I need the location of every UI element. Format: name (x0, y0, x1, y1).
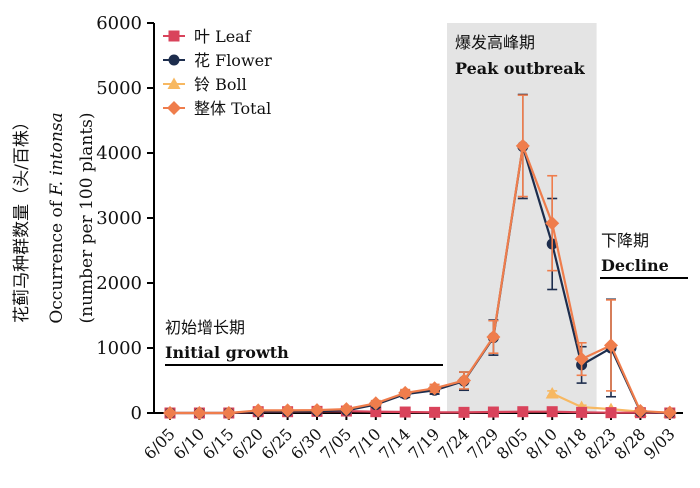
series-circle (164, 93, 676, 419)
data-point (515, 138, 530, 153)
legend-marker (167, 77, 181, 89)
data-point (251, 403, 266, 418)
y-axis-label: 花蓟马种群数量（头/百株） Occurrence of F. intonsa (… (12, 112, 97, 323)
x-tick-label: 7/10 (346, 424, 385, 463)
data-point (574, 352, 589, 367)
data-point (662, 405, 677, 420)
x-tick-label: 7/24 (434, 424, 473, 463)
data-point (398, 385, 413, 400)
data-point (339, 402, 354, 417)
phase-decline-cn: 下降期 (601, 231, 649, 250)
x-tick-label: 8/05 (493, 424, 532, 463)
data-point (368, 396, 383, 411)
phase-initial-cn: 初始增长期 (165, 318, 245, 337)
data-point (546, 406, 558, 418)
phase-initial-en: Initial growth (165, 343, 289, 362)
legend-label: 叶 Leaf (194, 27, 252, 46)
x-tick-label: 7/29 (463, 424, 502, 463)
y-tick-label: 4000 (96, 143, 142, 164)
data-point (486, 329, 501, 344)
x-tick-label: 9/03 (640, 424, 679, 463)
y-axis-label-units: (number per 100 plants) (77, 112, 97, 323)
legend-item: 整体 Total (163, 99, 271, 118)
x-tick-label: 7/19 (405, 424, 444, 463)
y-tick-label: 1000 (96, 338, 142, 359)
x-tick-label: 6/05 (140, 424, 179, 463)
data-point (545, 216, 560, 231)
y-tick-label: 2000 (96, 273, 142, 294)
x-tick-label: 6/10 (169, 424, 208, 463)
x-tick-label: 6/25 (258, 424, 297, 463)
plot-area (163, 93, 677, 420)
data-point (221, 406, 236, 420)
y-tick-label: 6000 (96, 13, 142, 34)
data-point (605, 407, 617, 419)
data-point (192, 406, 207, 420)
data-point (545, 387, 559, 399)
legend-marker (167, 101, 181, 115)
phase-peak-cn: 爆发高峰期 (455, 33, 535, 52)
y-axis-label-en: Occurrence of F. intonsa (47, 112, 67, 323)
data-point (576, 406, 588, 418)
legend-marker (168, 54, 180, 66)
data-point (280, 403, 295, 418)
peak-outbreak-band (447, 23, 597, 413)
y-axis-label-cn: 花蓟马种群数量（头/百株） (12, 113, 32, 323)
data-point (163, 406, 177, 420)
data-point (633, 404, 648, 419)
legend-label: 铃 Boll (194, 75, 247, 94)
x-tick-label: 6/30 (287, 424, 326, 463)
x-tick-label: 8/18 (552, 424, 591, 463)
x-tick-label: 7/05 (316, 424, 355, 463)
legend-label: 整体 Total (194, 99, 271, 118)
legend-item: 花 Flower (163, 51, 272, 70)
data-point (457, 373, 471, 388)
legend-marker (168, 30, 180, 42)
phase-peak-en: Peak outbreak (455, 59, 586, 78)
x-tick-label: 6/20 (228, 424, 267, 463)
x-tick-label: 7/14 (375, 424, 414, 463)
y-tick-label: 5000 (96, 78, 142, 99)
data-point (604, 338, 618, 353)
x-tick-label: 6/15 (199, 424, 238, 463)
phase-lines (165, 277, 688, 366)
x-tick-label: 8/28 (610, 424, 649, 463)
y-tick-label: 3000 (96, 208, 142, 229)
data-point (399, 406, 411, 418)
legend-label: 花 Flower (194, 51, 272, 70)
y-tick-label: 0 (131, 403, 142, 424)
series-diamond (163, 94, 677, 420)
data-point (370, 406, 382, 418)
legend-item: 叶 Leaf (163, 27, 252, 46)
x-tick-label: 8/23 (581, 424, 620, 463)
data-point (429, 406, 441, 418)
data-point (310, 403, 324, 418)
legend-item: 铃 Boll (163, 75, 247, 94)
data-point (458, 406, 470, 418)
x-tick-label: 8/10 (522, 424, 561, 463)
phase-decline-en: Decline (601, 256, 669, 275)
data-point (427, 381, 442, 396)
legend: 叶 Leaf 花 Flower 铃 Boll 整体 Total (163, 27, 272, 118)
data-point (517, 406, 529, 418)
data-point (487, 406, 499, 418)
